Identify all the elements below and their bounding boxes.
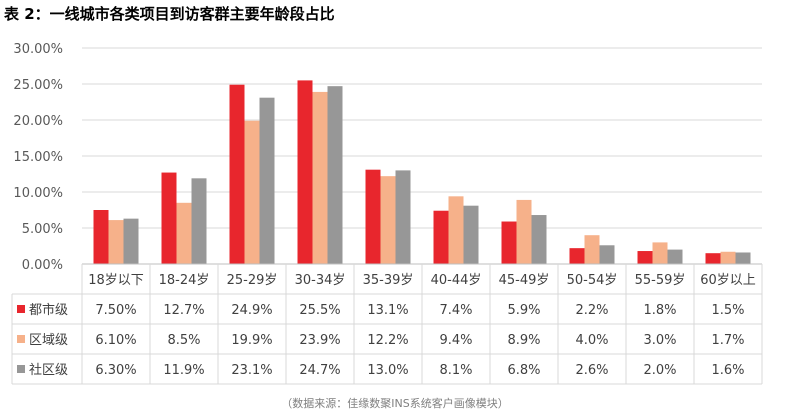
bar-1-6 bbox=[433, 210, 449, 264]
bar-1-7 bbox=[501, 221, 517, 264]
y-tick-label: 15.00% bbox=[13, 150, 63, 165]
data-label: 4.0% bbox=[575, 333, 608, 348]
bar-1-9 bbox=[637, 251, 653, 264]
data-label: 2.6% bbox=[575, 363, 608, 378]
data-label: 6.30% bbox=[95, 363, 136, 378]
data-label: 13.1% bbox=[367, 303, 408, 318]
category-label: 45-49岁 bbox=[499, 273, 550, 288]
bar-2-4 bbox=[312, 91, 328, 264]
bar-3-3 bbox=[259, 97, 275, 265]
bar-3-8 bbox=[599, 245, 615, 264]
bar-3-1 bbox=[123, 218, 139, 264]
legend-label-1: 都市级 bbox=[29, 302, 68, 318]
bar-1-5 bbox=[365, 169, 381, 264]
legend-label-2: 区域级 bbox=[29, 333, 68, 348]
bar-1-2 bbox=[161, 172, 177, 264]
chart-title: 表 2：一线城市各类项目到访客群主要年龄段占比 bbox=[4, 5, 335, 23]
y-tick-label: 20.00% bbox=[13, 114, 63, 129]
bar-2-8 bbox=[584, 235, 600, 264]
data-label: 2.2% bbox=[575, 303, 608, 318]
data-source-note: （数据来源：佳缘数聚INS系统客户画像模块） bbox=[281, 397, 509, 410]
category-label: 50-54岁 bbox=[567, 273, 618, 288]
bar-1-1 bbox=[93, 210, 109, 264]
category-label: 55-59岁 bbox=[635, 273, 686, 288]
data-label: 9.4% bbox=[439, 333, 472, 348]
data-label: 24.9% bbox=[231, 303, 272, 318]
y-tick-label: 30.00% bbox=[13, 42, 63, 57]
y-tick-label: 10.00% bbox=[13, 186, 63, 201]
bar-2-2 bbox=[176, 202, 192, 264]
data-label: 3.0% bbox=[643, 333, 676, 348]
bar-2-3 bbox=[244, 120, 260, 264]
category-label: 30-34岁 bbox=[295, 273, 346, 288]
legend-swatch-2 bbox=[17, 335, 25, 343]
data-label: 11.9% bbox=[163, 363, 204, 378]
data-label: 7.4% bbox=[439, 303, 472, 318]
data-label: 1.6% bbox=[711, 363, 744, 378]
bar-1-4 bbox=[297, 80, 313, 265]
data-label: 6.8% bbox=[507, 363, 540, 378]
category-label: 18岁以下 bbox=[88, 273, 144, 288]
bar-2-7 bbox=[516, 199, 532, 264]
bar-2-9 bbox=[652, 242, 668, 264]
bar-2-10 bbox=[720, 251, 736, 264]
bar-3-7 bbox=[531, 215, 547, 264]
bar-3-9 bbox=[667, 249, 683, 264]
gridlines bbox=[82, 47, 762, 229]
data-label: 6.10% bbox=[95, 333, 136, 348]
category-label: 35-39岁 bbox=[363, 273, 414, 288]
legend-swatch-1 bbox=[17, 305, 25, 313]
data-label: 24.7% bbox=[299, 363, 340, 378]
legend-label-3: 社区级 bbox=[29, 362, 68, 378]
bar-3-2 bbox=[191, 178, 207, 264]
data-label: 1.5% bbox=[711, 303, 744, 318]
category-label: 40-44岁 bbox=[431, 273, 482, 288]
data-label: 8.5% bbox=[167, 333, 200, 348]
data-label: 23.1% bbox=[231, 363, 272, 378]
y-tick-label: 5.00% bbox=[22, 222, 63, 237]
bar-3-4 bbox=[327, 86, 343, 264]
category-label: 25-29岁 bbox=[227, 273, 278, 288]
legend-swatch-3 bbox=[17, 365, 25, 373]
bar-2-5 bbox=[380, 176, 396, 264]
y-tick-label: 0.00% bbox=[22, 258, 63, 273]
bar-3-6 bbox=[463, 205, 479, 264]
data-label: 23.9% bbox=[299, 333, 340, 348]
data-label: 25.5% bbox=[299, 303, 340, 318]
bar-2-6 bbox=[448, 196, 464, 264]
data-label: 8.9% bbox=[507, 333, 540, 348]
data-label: 12.2% bbox=[367, 333, 408, 348]
data-label: 5.9% bbox=[507, 303, 540, 318]
bar-3-5 bbox=[395, 170, 411, 264]
bar-3-10 bbox=[735, 252, 751, 264]
category-label: 18-24岁 bbox=[159, 273, 210, 288]
data-label: 13.0% bbox=[367, 363, 408, 378]
bar-1-10 bbox=[705, 253, 721, 264]
bar-1-3 bbox=[229, 84, 245, 264]
data-label: 2.0% bbox=[643, 363, 676, 378]
y-axis: 0.00% 5.00% 10.00% 15.00% 20.00% 25.00% 30.00% bbox=[13, 42, 63, 273]
data-label: 7.50% bbox=[95, 303, 136, 318]
data-label: 8.1% bbox=[439, 363, 472, 378]
category-label: 60岁以上 bbox=[700, 273, 756, 288]
data-label: 19.9% bbox=[231, 333, 272, 348]
data-table: 18岁以下 18-24岁 25-29岁 30-34岁 35-39岁 40-44岁 45-49… bbox=[11, 263, 763, 385]
bar-1-8 bbox=[569, 248, 585, 264]
y-tick-label: 25.00% bbox=[13, 78, 63, 93]
bars bbox=[93, 80, 751, 265]
data-label: 1.8% bbox=[643, 303, 676, 318]
bar-2-1 bbox=[108, 220, 124, 264]
data-label: 1.7% bbox=[711, 333, 744, 348]
data-label: 12.7% bbox=[163, 303, 204, 318]
